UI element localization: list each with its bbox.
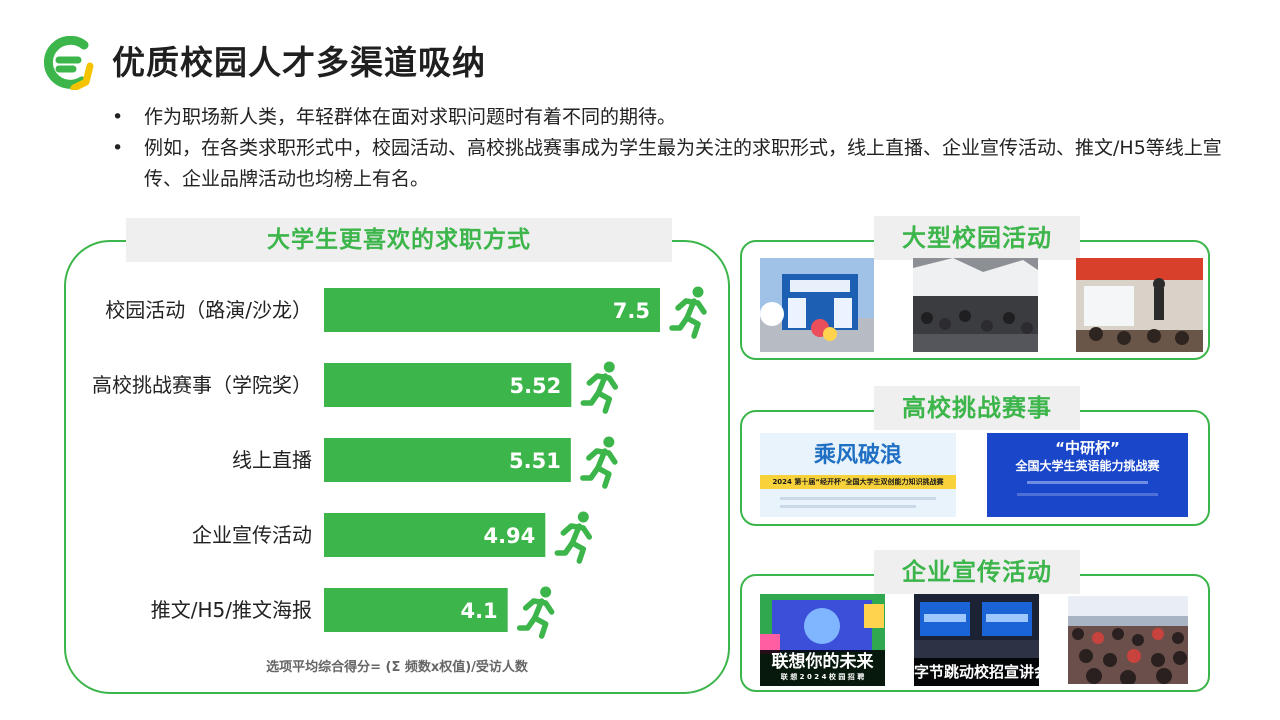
bar	[324, 513, 546, 557]
challenge-poster-chengfeng: 乘风破浪 2024 第十届“经开杯”全国大学生双创能力知识挑战赛	[760, 433, 956, 517]
bar	[324, 288, 660, 332]
poster-text-line	[780, 505, 916, 508]
category-label: 高校挑战赛事（学院奖）	[92, 373, 312, 397]
running-person-icon	[580, 436, 618, 489]
poster-subcaption: 联 想 2 0 2 4 校 园 招 聘	[780, 673, 865, 681]
poster-text-line	[1017, 493, 1158, 496]
running-person-icon	[669, 286, 707, 339]
brand-logo-icon	[38, 35, 98, 92]
running-person-icon	[580, 361, 619, 414]
panel-title-background	[874, 216, 1080, 260]
running-person-icon	[516, 586, 555, 639]
intro-bullets: 作为职场新人类，年轻群体在面对求职问题时有着不同的期待。 例如，在各类求职形式中…	[110, 102, 1250, 195]
bar	[324, 438, 571, 482]
value-label: 4.1	[460, 599, 497, 623]
poster-caption: 字节跳动校招宣讲会	[914, 658, 1039, 686]
audience-hall-photo	[1068, 596, 1188, 684]
poster-text-line	[1027, 481, 1148, 484]
challenge-events-title: 高校挑战赛事	[902, 394, 1052, 422]
category-label: 推文/H5/推文海报	[151, 598, 312, 622]
bullet-item: 作为职场新人类，年轻群体在面对求职问题时有着不同的期待。	[110, 102, 1250, 133]
bullet-item: 例如，在各类求职形式中，校园活动、高校挑战赛事成为学生最为关注的求职形式，线上直…	[110, 133, 1250, 195]
corporate-promotion-title: 企业宣传活动	[902, 558, 1052, 586]
campus-seminar-photo	[1076, 258, 1203, 352]
campus-job-fair-crowd-photo	[913, 258, 1038, 352]
poster-caption: 联想你的未来	[771, 652, 874, 672]
panel-title-background	[874, 386, 1080, 430]
value-label: 7.5	[613, 299, 650, 323]
bar	[324, 363, 572, 407]
poster-banner: 2024 第十届“经开杯”全国大学生双创能力知识挑战赛	[760, 475, 956, 489]
running-person-icon	[554, 511, 593, 564]
category-label: 线上直播	[232, 448, 312, 472]
bar-chart-canvas: 校园活动（路演/沙龙） 7.5 高校挑战赛事（学院奖） 5.52 线上直播 5.51 企业宣…	[92, 286, 707, 639]
bytedance-talk-photo: 字节跳动校招宣讲会	[914, 594, 1039, 686]
panel-title-background	[874, 550, 1080, 594]
campus-booth-photo	[760, 258, 874, 352]
value-label: 5.52	[509, 374, 561, 398]
category-label: 企业宣传活动	[192, 523, 312, 547]
chart-title: 大学生更喜欢的求职方式	[267, 227, 531, 253]
value-label: 4.94	[483, 524, 535, 548]
score-formula: 选项平均综合得分= (Σ 频数x权值)/受访人数	[266, 660, 528, 675]
value-label: 5.51	[509, 449, 561, 473]
lenovo-campus-poster: 联想你的未来 联 想 2 0 2 4 校 园 招 聘	[760, 594, 885, 686]
challenge-poster-zhongyanbei: “中研杯” 全国大学生英语能力挑战赛	[987, 433, 1188, 517]
campus-activity-title: 大型校园活动	[902, 224, 1052, 252]
bar	[324, 588, 508, 632]
page-title: 优质校园人才多渠道吸纳	[112, 43, 486, 82]
bar-chart: 校园活动（路演/沙龙） 7.5 高校挑战赛事（学院奖） 5.52 线上直播 5.51 企业宣…	[66, 270, 726, 650]
chart-title-background	[126, 218, 672, 262]
poster-subheading: 全国大学生英语能力挑战赛	[1015, 459, 1160, 473]
category-label: 校园活动（路演/沙龙）	[105, 298, 312, 322]
poster-heading: 乘风破浪	[813, 442, 902, 468]
poster-text-line	[780, 497, 936, 500]
poster-heading: “中研杯”	[1055, 439, 1120, 457]
poster-caption-bar: 联想你的未来 联 想 2 0 2 4 校 园 招 聘	[760, 650, 885, 686]
